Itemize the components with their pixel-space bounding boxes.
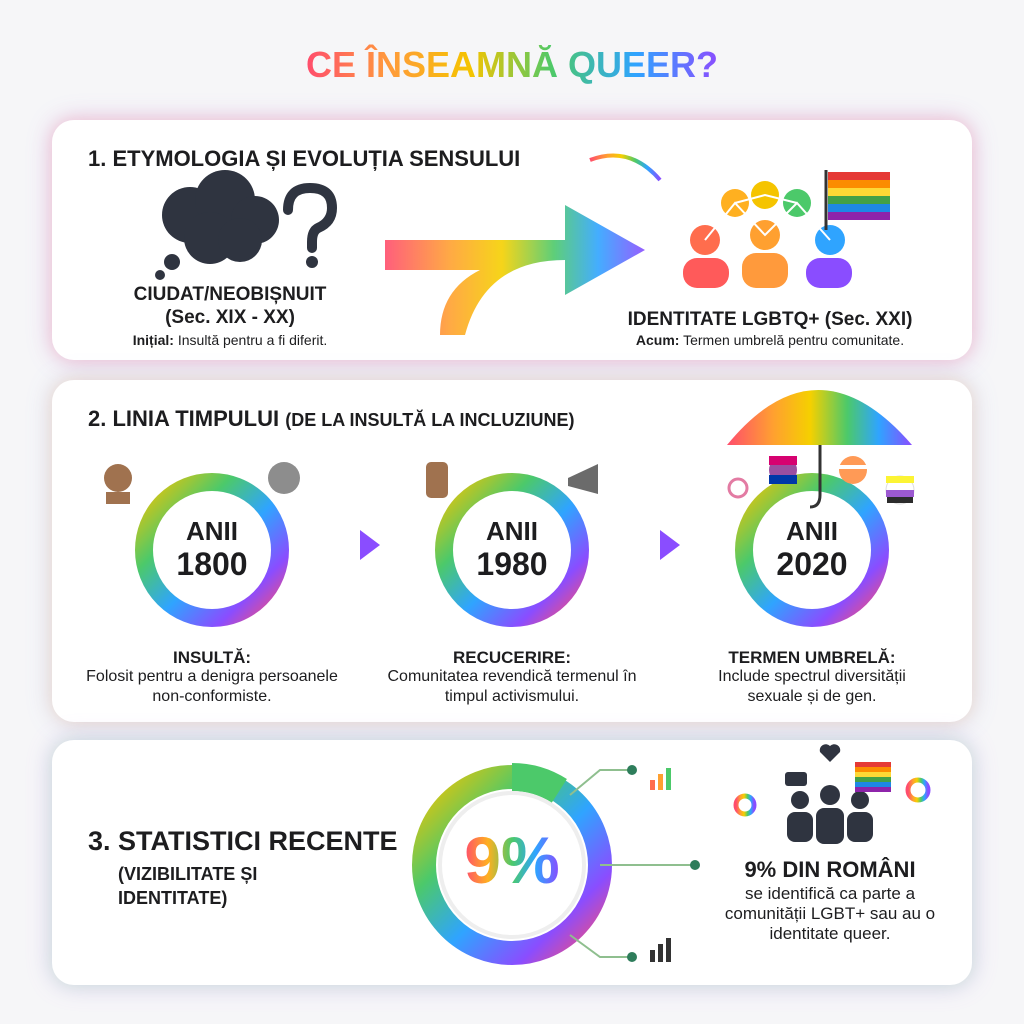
heading-main: 2. LINIA TIMPULUI [88, 406, 280, 431]
era-text: Folosit pentru a denigra persoanele non-… [86, 668, 338, 705]
note-lead: Acum: [635, 332, 680, 348]
note-text: Termen umbrelă pentru comunitate. [683, 332, 905, 348]
stat-title: 9% DIN ROMÂNI [744, 857, 916, 882]
era-label: ANII [486, 516, 538, 546]
after-note: Acum: Termen umbrelă pentru comunitate. [636, 332, 904, 348]
page-title: CE ÎNSEAMNĂ QUEER? [305, 44, 719, 85]
section-heading: 3. STATISTICI RECENTE [88, 826, 398, 856]
curved-arrow [589, 153, 662, 182]
question-icon [283, 182, 338, 253]
note-text: Insultă pentru a fi diferit. [177, 332, 328, 348]
umbrella [727, 390, 912, 509]
section-heading: 2. LINIA TIMPULUI (DE LA INSULTĂ LA INCL… [88, 406, 575, 432]
era-title: INSULTĂ: [172, 648, 252, 667]
community-icon [683, 181, 852, 288]
thought-cloud [155, 170, 279, 280]
before-period: (Sec. XIX - XX) [165, 307, 295, 328]
era-title: TERMEN UMBRELĂ: [728, 648, 896, 667]
pride-flag [824, 170, 890, 230]
people-icon [785, 744, 873, 844]
era-year: 1800 [176, 546, 248, 582]
stat-text: se identifică ca parte a comunității LGB… [724, 884, 936, 943]
callout-lines [569, 769, 695, 958]
chart-icons [650, 768, 671, 962]
before-label: CIUDAT/NEOBIȘNUIT [133, 284, 327, 305]
note-lead: Inițial: [132, 332, 174, 348]
mini-donut [733, 793, 757, 817]
big-arrow [385, 205, 645, 335]
callout-dots [627, 765, 700, 962]
small-pride-flag [855, 762, 891, 792]
era-year: 1980 [476, 546, 548, 582]
section-subheading: (VIZIBILITATE ȘI IDENTITATE) [118, 864, 258, 908]
heading-detail: (DE LA INSULTĂ LA INCLUZIUNE) [285, 410, 575, 430]
era-year: 2020 [776, 546, 848, 582]
question-dot [306, 256, 318, 268]
identity-flags [727, 456, 915, 505]
era-text: Comunitatea revendică termenul în timpul… [387, 668, 637, 705]
timeline-rings [135, 473, 889, 627]
before-note: Inițial: Insultă pentru a fi diferit. [133, 332, 328, 348]
section-heading: 1. ETYMOLOGIA ȘI EVOLUȚIA SENSULUI [88, 146, 521, 171]
era-text: Include spectrul diversității sexuale și… [718, 668, 906, 705]
era-title: RECUCERIRE: [452, 648, 572, 667]
search-icon [905, 777, 931, 803]
after-label: IDENTITATE LGBTQ+ (Sec. XXI) [627, 309, 913, 330]
era-label: ANII [786, 516, 838, 546]
era-label: ANII [186, 516, 238, 546]
era-icons [104, 462, 598, 504]
stat-value: 9% [464, 823, 560, 897]
